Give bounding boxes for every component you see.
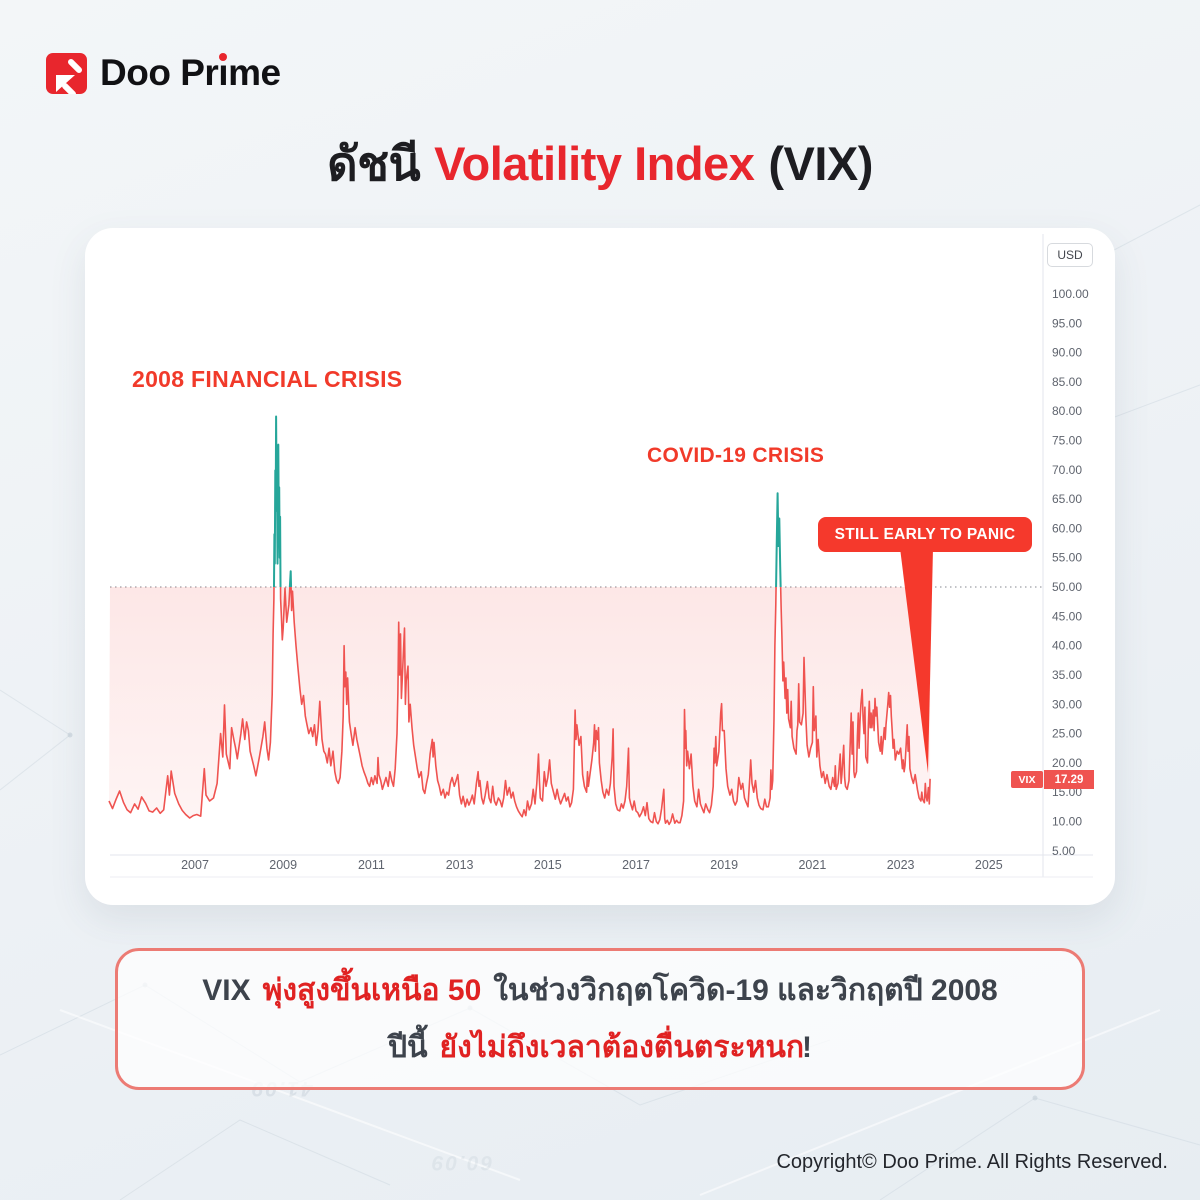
doo-prime-logo-text: Doo Prı me bbox=[100, 52, 281, 93]
x-axis-tick: 2017 bbox=[622, 858, 650, 872]
y-axis-tick: 10.00 bbox=[1052, 814, 1082, 828]
caption-box: VIX พุ่งสูงขึ้นเหนือ 50 ในช่วงวิกฤตโควิด-1… bbox=[115, 948, 1085, 1090]
x-axis-tick: 2021 bbox=[798, 858, 826, 872]
y-axis-tick: 65.00 bbox=[1052, 492, 1082, 506]
logo-i-dot bbox=[219, 53, 228, 61]
last-price-label: 17.29 bbox=[1044, 770, 1094, 789]
title-prefix: ดัชนี bbox=[327, 137, 421, 190]
x-axis-tick: 2011 bbox=[358, 858, 385, 872]
y-axis-tick: 20.00 bbox=[1052, 756, 1082, 770]
chart-card: 100.00 95.00 90.00 85.00 80.00 75.00 70.00 65.0… bbox=[85, 228, 1115, 905]
y-axis-tick: 100.00 bbox=[1052, 287, 1089, 301]
chart-svg[interactable]: 100.00 95.00 90.00 85.00 80.00 75.00 70.00 65.0… bbox=[85, 228, 1115, 905]
annotation-covid-crisis: COVID-19 CRISIS bbox=[647, 444, 825, 467]
y-axis-tick: 45.00 bbox=[1052, 609, 1082, 623]
x-axis-tick: 2009 bbox=[269, 858, 297, 872]
caption-line-1: VIX พุ่งสูงขึ้นเหนือ 50 ในช่วงวิกฤตโควิด-1… bbox=[202, 974, 998, 1007]
title-suffix: (VIX) bbox=[768, 137, 873, 190]
y-axis-tick: 70.00 bbox=[1052, 463, 1082, 477]
panic-arrow bbox=[900, 548, 933, 773]
y-axis-tick: 40.00 bbox=[1052, 639, 1082, 653]
copyright-text: Copyright© Doo Prime. All Rights Reserve… bbox=[776, 1151, 1168, 1173]
y-axis-tick: 75.00 bbox=[1052, 434, 1082, 448]
caption-line-2: ปีนี้ ยังไม่ถึงเวลาต้องตื่นตระหนก! bbox=[387, 1031, 813, 1064]
vix-line-red bbox=[108, 587, 931, 826]
y-axis-tick: 50.00 bbox=[1052, 580, 1082, 594]
y-axis-tick: 25.00 bbox=[1052, 727, 1082, 741]
y-axis-tick: 80.00 bbox=[1052, 404, 1082, 418]
x-axis-tick: 2015 bbox=[534, 858, 562, 872]
x-axis-tick: 2019 bbox=[710, 858, 738, 872]
y-axis-tick: 30.00 bbox=[1052, 697, 1082, 711]
x-axis-tick: 2007 bbox=[181, 858, 209, 872]
y-axis-tick: 35.00 bbox=[1052, 668, 1082, 682]
y-axis-tick: 55.00 bbox=[1052, 551, 1082, 565]
y-axis-tick: 5.00 bbox=[1052, 844, 1076, 858]
bg-watermark: 60.09 bbox=[430, 1151, 493, 1174]
y-axis-tick: 85.00 bbox=[1052, 375, 1082, 389]
y-axis-tick: 60.00 bbox=[1052, 521, 1082, 535]
annotation-2008-crisis: 2008 FINANCIAL CRISIS bbox=[132, 366, 403, 392]
doo-prime-logo: Doo Prı me bbox=[46, 52, 281, 97]
annotation-panic-callout: STILL EARLY TO PANIC bbox=[818, 517, 1032, 552]
page-title: ดัชนี Volatility Index (VIX) bbox=[0, 126, 1200, 201]
doo-prime-logo-icon bbox=[46, 52, 87, 97]
y-axis-tick: 90.00 bbox=[1052, 346, 1082, 360]
x-axis-tick: 2013 bbox=[446, 858, 474, 872]
vix-symbol-badge: VIX bbox=[1011, 771, 1043, 788]
x-axis-tick: 2023 bbox=[887, 858, 915, 872]
area-fill-below-threshold bbox=[109, 587, 931, 825]
x-axis-tick: 2025 bbox=[975, 858, 1003, 872]
y-axis-tick: 95.00 bbox=[1052, 316, 1082, 330]
title-highlight: Volatility Index bbox=[434, 137, 755, 190]
currency-usd-button[interactable]: USD bbox=[1047, 243, 1093, 267]
